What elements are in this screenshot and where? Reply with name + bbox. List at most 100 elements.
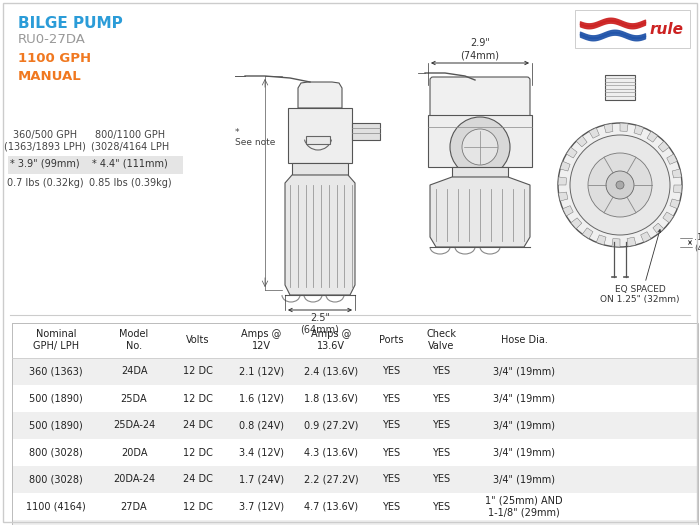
Bar [428, 115, 532, 167]
Circle shape [450, 117, 510, 177]
Text: 4.7 (13.6V): 4.7 (13.6V) [304, 501, 358, 511]
Bar [8, 156, 183, 174]
Text: YES: YES [433, 366, 451, 376]
FancyBboxPatch shape [430, 77, 530, 118]
Text: 12 DC: 12 DC [183, 501, 213, 511]
Polygon shape [570, 218, 582, 229]
Polygon shape [576, 136, 587, 147]
Text: Nominal
GPH/ LPH: Nominal GPH/ LPH [33, 329, 79, 351]
Text: YES: YES [382, 501, 400, 511]
Polygon shape [559, 192, 568, 201]
Bar [352, 123, 380, 140]
Text: YES: YES [433, 421, 451, 430]
Text: * 4.4" (111mm): * 4.4" (111mm) [92, 159, 168, 169]
Polygon shape [634, 125, 644, 135]
Text: 25DA: 25DA [120, 394, 147, 404]
Text: 24 DC: 24 DC [183, 475, 213, 485]
Text: 500 (1890): 500 (1890) [29, 394, 83, 404]
Text: RU0-27DA: RU0-27DA [18, 33, 86, 46]
Text: 0.7 lbs (0.32kg): 0.7 lbs (0.32kg) [7, 178, 83, 188]
Text: Model
No.: Model No. [120, 329, 148, 351]
Text: 25DA-24: 25DA-24 [113, 421, 155, 430]
Polygon shape [647, 131, 658, 142]
Text: 12 DC: 12 DC [183, 366, 213, 376]
Text: 800 (3028): 800 (3028) [29, 475, 83, 485]
Bar [12, 412, 698, 439]
Text: 2.5"
(64mm): 2.5" (64mm) [300, 313, 340, 334]
Bar [605, 75, 635, 100]
Bar [12, 520, 698, 525]
Text: 1.7 (24V): 1.7 (24V) [239, 475, 284, 485]
Text: 2.1 (12V): 2.1 (12V) [239, 366, 284, 376]
Text: Amps @
12V: Amps @ 12V [241, 329, 281, 351]
Text: YES: YES [433, 475, 451, 485]
Polygon shape [285, 175, 355, 295]
Text: * 3.9" (99mm): * 3.9" (99mm) [10, 159, 80, 169]
Text: 800/1100 GPH
(3028/4164 LPH: 800/1100 GPH (3028/4164 LPH [91, 130, 169, 152]
Bar [575, 10, 690, 48]
Text: 0.9 (27.2V): 0.9 (27.2V) [304, 421, 358, 430]
Text: *
See note: * See note [235, 128, 275, 148]
Text: 360/500 GPH
(1363/1893 LPH): 360/500 GPH (1363/1893 LPH) [4, 130, 86, 152]
Text: 3.4 (12V): 3.4 (12V) [239, 447, 284, 457]
Text: Hose Dia.: Hose Dia. [500, 335, 547, 345]
Text: 20DA-24: 20DA-24 [113, 475, 155, 485]
Polygon shape [672, 169, 682, 178]
Text: 1100 GPH
MANUAL: 1100 GPH MANUAL [18, 52, 91, 83]
Polygon shape [670, 199, 680, 209]
Bar [292, 163, 348, 175]
Bar [12, 439, 698, 466]
Text: EQ SPACED
ON 1.25" (32mm): EQ SPACED ON 1.25" (32mm) [601, 285, 680, 304]
Text: 20DA: 20DA [120, 447, 147, 457]
Polygon shape [563, 206, 573, 216]
Text: 1" (25mm) AND
1-1/8" (29mm): 1" (25mm) AND 1-1/8" (29mm) [485, 496, 563, 517]
Polygon shape [589, 128, 599, 138]
Text: 2.4 (13.6V): 2.4 (13.6V) [304, 366, 358, 376]
Circle shape [616, 181, 624, 189]
Text: YES: YES [382, 366, 400, 376]
Text: 3/4" (19mm): 3/4" (19mm) [493, 447, 555, 457]
Text: 1.6 (12V): 1.6 (12V) [239, 394, 284, 404]
Text: 2.9"
(74mm): 2.9" (74mm) [461, 38, 500, 60]
Polygon shape [627, 237, 636, 246]
Text: 0.8 (24V): 0.8 (24V) [239, 421, 284, 430]
Text: 1100 (4164): 1100 (4164) [26, 501, 86, 511]
Text: 27DA: 27DA [120, 501, 147, 511]
Text: YES: YES [433, 447, 451, 457]
Text: 1.8 (13.6V): 1.8 (13.6V) [304, 394, 358, 404]
Text: 3/4" (19mm): 3/4" (19mm) [493, 366, 555, 376]
Bar [12, 493, 698, 520]
Polygon shape [596, 235, 606, 245]
Text: 12 DC: 12 DC [183, 394, 213, 404]
Bar [452, 167, 508, 177]
Bar [12, 466, 698, 493]
Circle shape [606, 171, 634, 199]
Polygon shape [558, 177, 566, 185]
Bar [12, 358, 698, 385]
Text: 3/4" (19mm): 3/4" (19mm) [493, 475, 555, 485]
Text: YES: YES [382, 394, 400, 404]
Text: Amps @
13.6V: Amps @ 13.6V [311, 329, 351, 351]
Text: YES: YES [382, 475, 400, 485]
Bar [12, 323, 698, 358]
Text: rule: rule [650, 22, 684, 37]
Text: 24 DC: 24 DC [183, 421, 213, 430]
Polygon shape [663, 212, 673, 223]
Text: 3/4" (19mm): 3/4" (19mm) [493, 421, 555, 430]
Polygon shape [667, 154, 678, 164]
Circle shape [570, 135, 670, 235]
Text: YES: YES [382, 421, 400, 430]
Text: 800 (3028): 800 (3028) [29, 447, 83, 457]
Polygon shape [560, 161, 570, 171]
Polygon shape [604, 123, 613, 133]
Text: Volts: Volts [186, 335, 210, 345]
Circle shape [588, 153, 652, 217]
Text: 12 DC: 12 DC [183, 447, 213, 457]
Bar [12, 323, 698, 525]
Text: BILGE PUMP: BILGE PUMP [18, 16, 122, 31]
Text: 3.7 (12V): 3.7 (12V) [239, 501, 284, 511]
Text: 500 (1890): 500 (1890) [29, 421, 83, 430]
Text: 0.85 lbs (0.39kg): 0.85 lbs (0.39kg) [89, 178, 172, 188]
Polygon shape [612, 238, 620, 247]
Circle shape [462, 129, 498, 165]
